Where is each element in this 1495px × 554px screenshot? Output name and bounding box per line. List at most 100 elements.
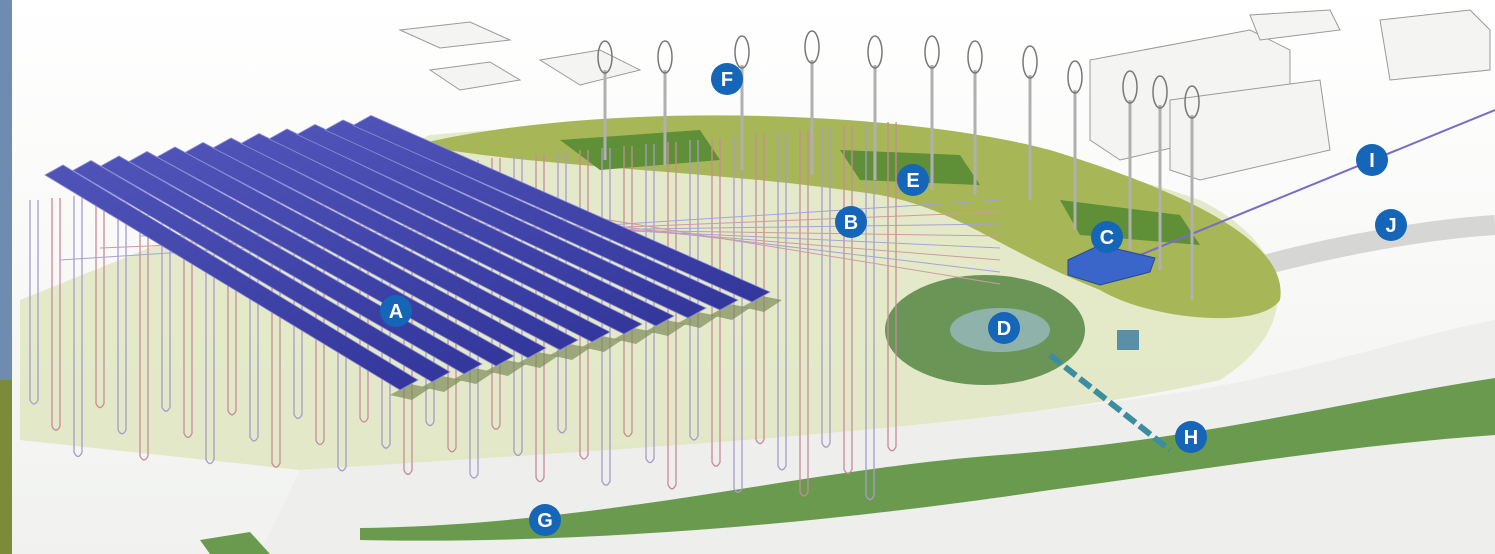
callout-letter: F (721, 69, 733, 91)
pipe-loop (293, 176, 303, 420)
panel-shadow (582, 336, 622, 352)
solar-panel-row (324, 119, 739, 311)
turbine-rotor (1022, 45, 1038, 79)
pipe-loop (579, 150, 589, 460)
pipe-loop (117, 192, 127, 435)
road (260, 320, 1495, 554)
solar-panel-row (128, 151, 515, 367)
panel-shadow (614, 328, 654, 344)
pipe-loop (623, 146, 633, 438)
callout: D (988, 312, 1020, 344)
pipe-loop (95, 194, 105, 409)
callout-circle (529, 504, 561, 536)
callout: A (380, 295, 412, 327)
solar-panel-row (184, 142, 579, 351)
panel-shadow (454, 368, 494, 384)
pipe-loop (557, 152, 567, 434)
pipe-loop (469, 160, 479, 479)
callout-circle (988, 312, 1020, 344)
pipe-loop (29, 200, 39, 405)
solar-panel-row (240, 133, 643, 335)
pipe-loop (777, 132, 787, 471)
pipe-loop (535, 154, 545, 483)
turbine-rotor (1152, 75, 1168, 109)
callout-letter: E (906, 170, 919, 192)
callout-circle (1375, 209, 1407, 241)
turbine-rotor (734, 35, 750, 69)
callout: E (897, 164, 929, 196)
callout-letter: H (1184, 427, 1198, 449)
water-channel (1048, 352, 1172, 453)
panel-shadow (646, 320, 686, 336)
turbine-rotor (924, 35, 940, 69)
pipe-loop (821, 128, 831, 448)
solar-panels (44, 115, 782, 400)
pipe-loop (887, 122, 897, 452)
pipe-loop (491, 158, 501, 430)
labels: A B C D E F G H I J (380, 63, 1407, 536)
callout: I (1356, 144, 1388, 176)
pipe-loop (601, 148, 611, 486)
power-line (1139, 109, 1495, 256)
pipe-loop (645, 144, 655, 464)
callout-circle (1091, 221, 1123, 253)
turbine-rotor (1067, 60, 1083, 94)
pipe-loop (381, 168, 391, 449)
callout-letter: A (389, 301, 403, 323)
pipe-loop (403, 166, 413, 476)
crop-patches (560, 130, 1200, 245)
pipe-loop (447, 162, 457, 453)
turbine-rotor (597, 40, 613, 74)
callout-circle (1175, 421, 1207, 453)
pipe-loop (337, 172, 347, 472)
callout: J (1375, 209, 1407, 241)
pipe-loop (359, 170, 369, 423)
pipe-loop (843, 126, 853, 475)
turbine-rotor (1184, 85, 1200, 119)
buildings (398, 9, 1491, 181)
pipe-loop (51, 198, 61, 431)
wetland-fragment (200, 532, 270, 554)
panel-shadow (550, 344, 590, 360)
pipe-loop (667, 142, 677, 490)
pipe-loop (799, 130, 809, 497)
pipe-loop (865, 124, 875, 501)
solar-panel-row (44, 164, 419, 391)
panel-shadow (518, 352, 558, 368)
pipe-loop (271, 178, 281, 468)
panel-shadow (678, 312, 718, 328)
callout: B (835, 206, 867, 238)
panel-shadow (486, 360, 526, 376)
pipe-loop (315, 174, 325, 446)
solar-panel-row (72, 160, 451, 383)
pipe-loop (205, 184, 215, 465)
callout-letter: B (844, 212, 858, 234)
callout-letter: C (1100, 227, 1114, 249)
turbine-rotor (867, 35, 883, 69)
solar-panel-row (296, 124, 707, 319)
pipe-loop (513, 156, 523, 457)
pipe-loop (711, 138, 721, 467)
callout: H (1175, 421, 1207, 453)
wetland-g (360, 378, 1495, 541)
pipe-loop (425, 164, 435, 427)
turbine-rotor (804, 30, 820, 64)
callout-circle (835, 206, 867, 238)
pipe-loop (689, 140, 699, 441)
panel-shadow (710, 304, 750, 320)
pipe-loop (139, 190, 149, 461)
pipe-loop (249, 180, 259, 442)
callout: G (529, 504, 561, 536)
callout-letter: J (1385, 215, 1396, 237)
turbine-rotor (657, 40, 673, 74)
pipe-loop (733, 136, 743, 494)
panel-shadow (422, 376, 462, 392)
callout-letter: G (537, 510, 553, 532)
pipe-loop (183, 186, 193, 439)
panel-shadow (390, 384, 430, 400)
pipe-loop (73, 196, 83, 458)
solar-panel-row (212, 137, 611, 343)
turbine-rotor (967, 40, 983, 74)
